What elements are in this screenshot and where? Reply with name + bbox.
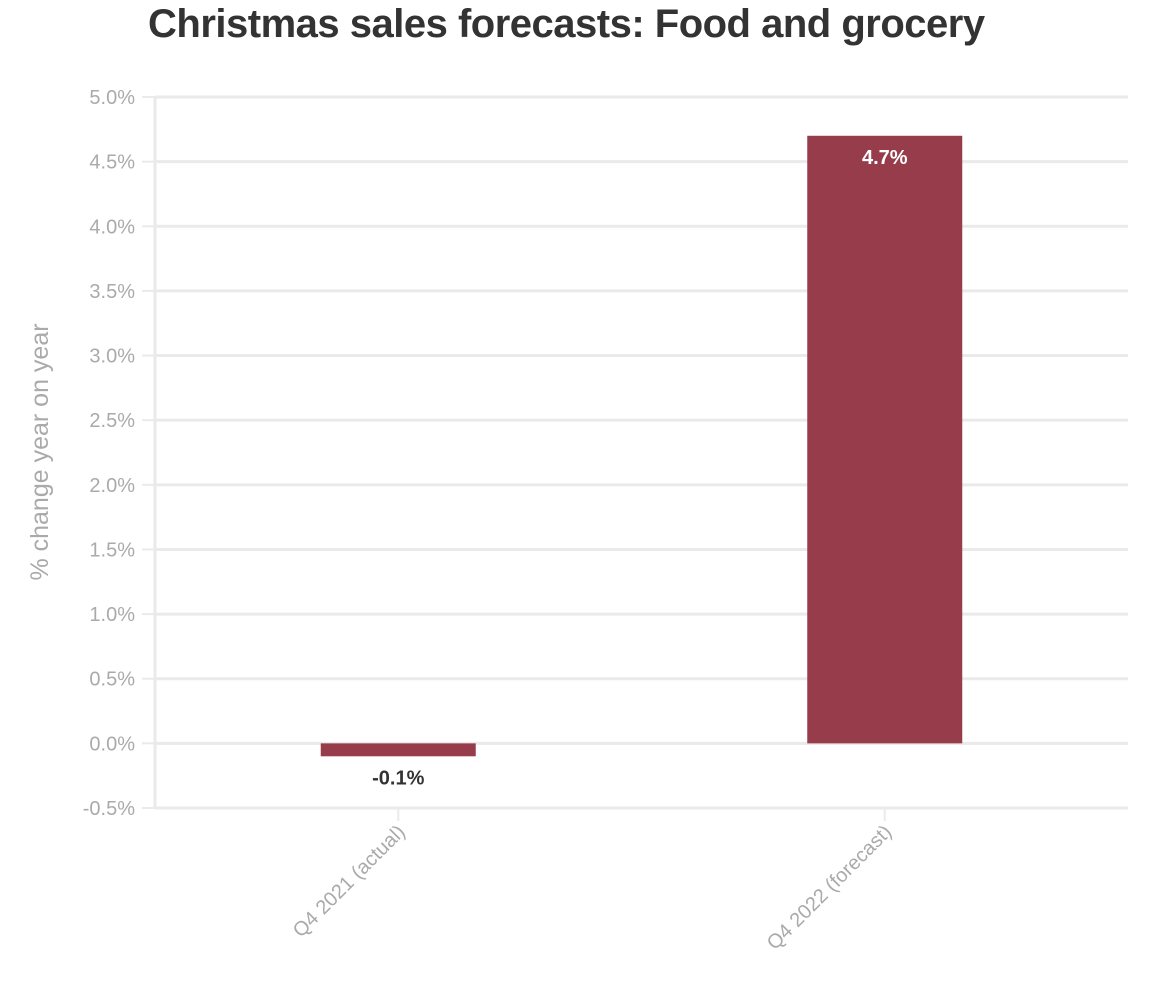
y-tick-label: 3.5% <box>89 281 135 303</box>
bar <box>320 743 476 757</box>
y-tick-label: 2.0% <box>89 475 135 497</box>
y-tick-label: 1.5% <box>89 539 135 561</box>
bar <box>807 135 963 744</box>
x-tick-label: Q4 2022 (forecast) <box>763 821 896 954</box>
y-tick-label: 4.5% <box>89 152 135 174</box>
data-label: -0.1% <box>372 767 424 789</box>
y-tick-label: -0.5% <box>83 798 135 820</box>
gridlines <box>155 95 1128 810</box>
y-tick-label: 2.5% <box>89 410 135 432</box>
x-tick-label: Q4 2021 (actual) <box>289 821 410 942</box>
y-tick-label: 4.0% <box>89 216 135 238</box>
y-axis-title: % change year on year <box>26 323 54 580</box>
y-tick-label: 3.0% <box>89 346 135 368</box>
y-tick-label: 0.0% <box>89 733 135 755</box>
chart-title: Christmas sales forecasts: Food and groc… <box>148 2 985 46</box>
y-tick-label: 1.0% <box>89 604 135 626</box>
data-labels: -0.1% 4.7% <box>372 145 910 790</box>
data-label: 4.7% <box>862 147 908 169</box>
y-tick-labels: -0.5% 0.0% 0.5% 1.0% 1.5% 2.0% 2.5% 3.0% 3.5% 4.0… <box>83 87 135 820</box>
y-tick-label: 5.0% <box>89 87 135 109</box>
bars <box>320 135 963 757</box>
y-tick-label: 0.5% <box>89 669 135 691</box>
axes <box>142 96 1128 821</box>
x-tick-labels: Q4 2021 (actual) Q4 2022 (forecast) <box>289 821 896 954</box>
